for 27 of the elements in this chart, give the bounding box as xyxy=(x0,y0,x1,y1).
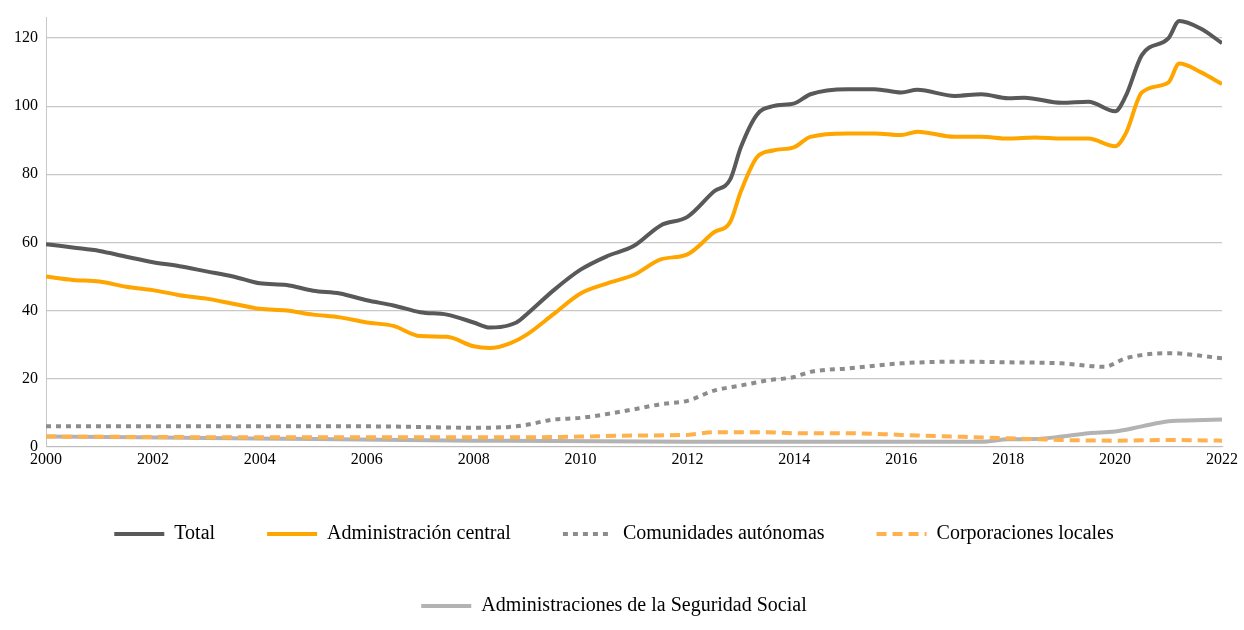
x-tick-label: 2012 xyxy=(671,449,704,467)
y-tick-label: 120 xyxy=(14,28,38,46)
x-tick-label: 2002 xyxy=(136,449,169,467)
y-tick-label: 100 xyxy=(14,96,38,114)
x-tick-label: 2014 xyxy=(778,449,811,467)
x-tick-label: 2020 xyxy=(1099,449,1132,467)
x-tick-label: 2008 xyxy=(457,449,490,467)
legend-label: Total xyxy=(174,521,216,544)
y-tick-label: 80 xyxy=(22,164,38,182)
x-tick-label: 2006 xyxy=(350,449,383,467)
line-series xyxy=(46,430,1222,443)
x-tick-label: 2010 xyxy=(564,449,597,467)
x-tick-label: 2004 xyxy=(243,449,276,467)
line-series xyxy=(46,351,1222,430)
x-tick-label: 2018 xyxy=(992,449,1025,467)
y-tick-label: 60 xyxy=(22,232,38,250)
legend-label: Administraciones de la Seguridad Social xyxy=(481,593,808,617)
y-tick-label: 40 xyxy=(22,300,38,318)
line-series xyxy=(46,19,1222,330)
y-tick-label: 20 xyxy=(22,368,38,386)
x-tick-label: 2022 xyxy=(1206,449,1238,467)
y-tick-label: 0 xyxy=(30,437,38,454)
legend-label: Comunidades autónomas xyxy=(622,521,825,544)
legend-label: Administración central xyxy=(327,521,512,544)
line-series xyxy=(46,61,1222,351)
legend-label: Corporaciones locales xyxy=(936,521,1114,545)
x-tick-label: 2016 xyxy=(885,449,918,467)
